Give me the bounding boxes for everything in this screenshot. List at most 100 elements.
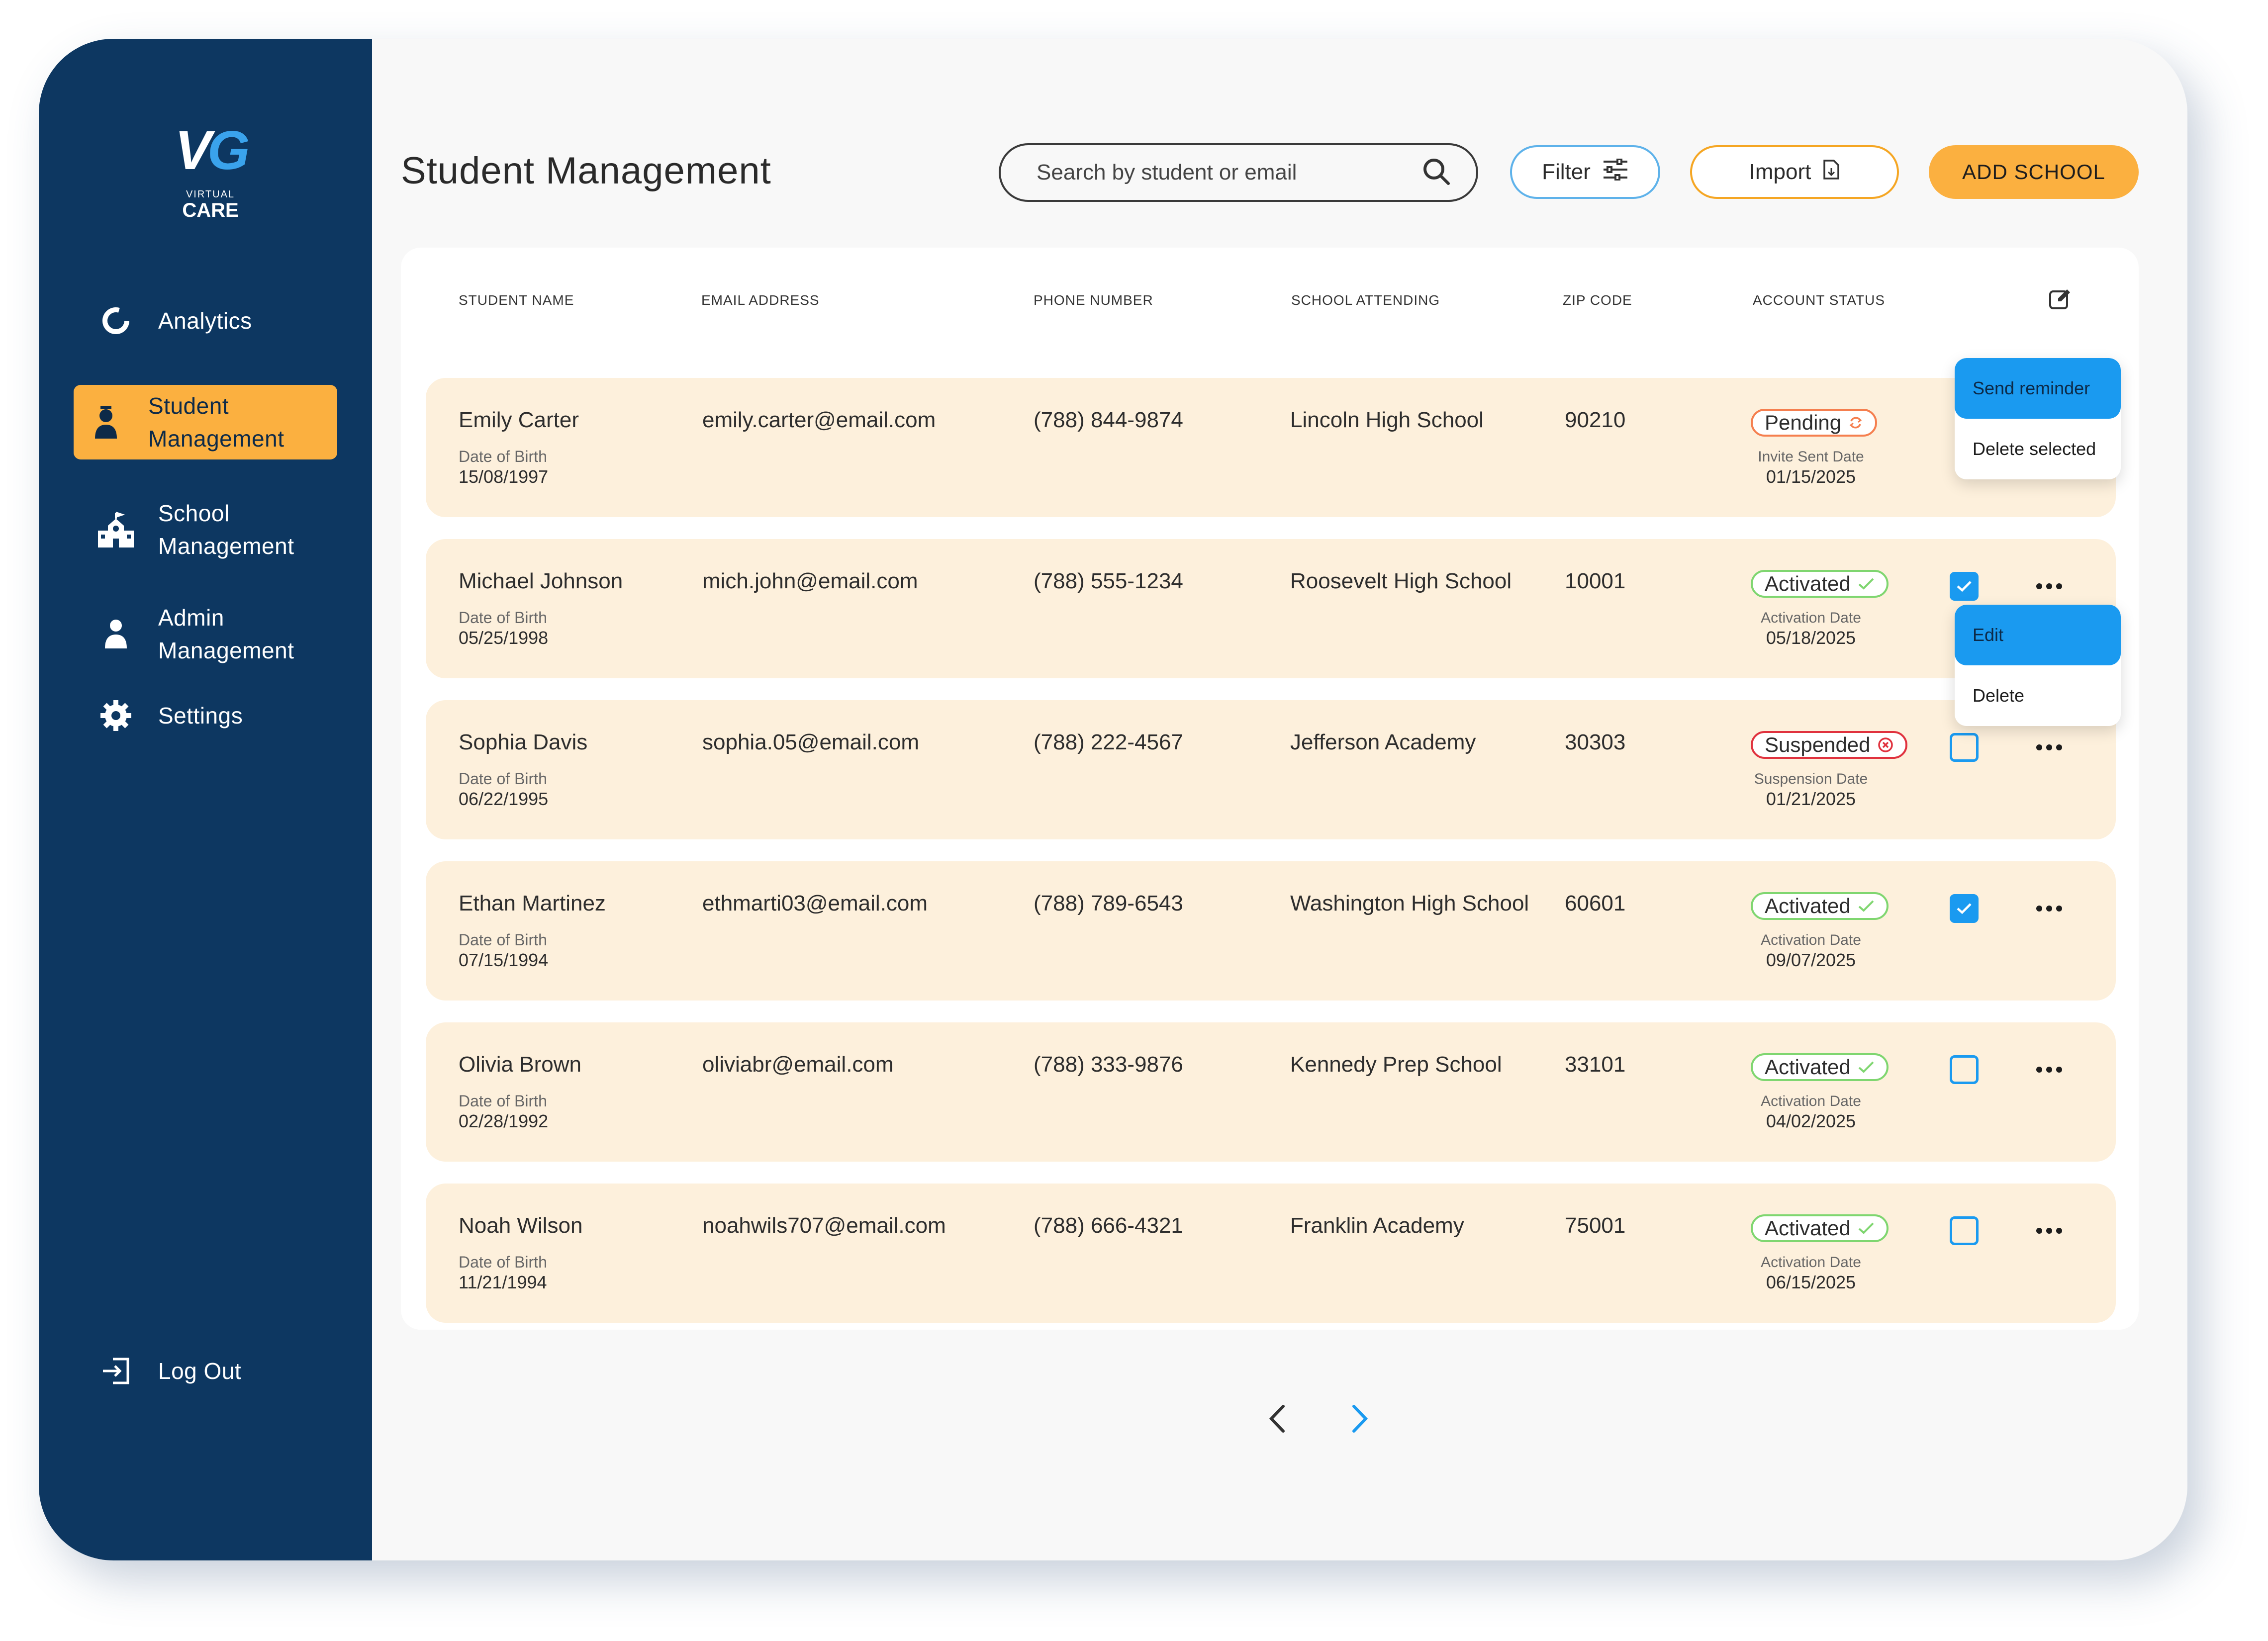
email-value: noahwils707@email.com <box>702 1213 946 1238</box>
status-date: 06/15/2025 <box>1766 1272 1856 1292</box>
email-value: sophia.05@email.com <box>702 730 919 754</box>
school-value: Roosevelt High School <box>1290 569 1512 593</box>
import-button[interactable]: Import <box>1690 145 1899 199</box>
dob-value: 02/28/1992 <box>459 1111 549 1131</box>
status-date: 01/15/2025 <box>1766 466 1856 487</box>
gear-icon <box>94 693 138 738</box>
status-date-label: Activation Date <box>1761 610 1861 626</box>
row-checkbox[interactable] <box>1950 894 1979 923</box>
logo-sub: VIRTUAL <box>186 189 235 200</box>
x-circle-icon <box>1878 737 1893 752</box>
table-row[interactable]: Olivia Brown Date of Birth 02/28/1992 olivi… <box>426 1022 2116 1162</box>
dob-value: 15/08/1997 <box>459 466 549 487</box>
dob-label: Date of Birth <box>459 1092 547 1110</box>
status-date: 05/18/2025 <box>1766 628 1856 648</box>
col-header-phone: PHONE NUMBER <box>1034 292 1153 308</box>
student-icon <box>84 400 128 445</box>
table-row[interactable]: Ethan Martinez Date of Birth 07/15/1994 eth… <box>426 861 2116 1001</box>
zip-value: 10001 <box>1565 569 1626 593</box>
filter-button[interactable]: Filter <box>1510 145 1660 199</box>
more-options-icon[interactable] <box>2034 896 2064 921</box>
school-value: Franklin Academy <box>1290 1213 1464 1238</box>
row-checkbox[interactable] <box>1950 572 1979 601</box>
search-icon[interactable] <box>1421 157 1451 189</box>
sidebar-item-settings[interactable]: Settings <box>74 678 377 753</box>
col-header-zip: ZIP CODE <box>1563 292 1632 308</box>
status-date: 04/02/2025 <box>1766 1111 1856 1131</box>
zip-value: 30303 <box>1565 730 1626 754</box>
row-checkbox[interactable] <box>1950 1216 1979 1245</box>
sidebar-item-school-management[interactable]: School Management <box>74 492 377 567</box>
more-options-icon[interactable] <box>2034 1218 2064 1243</box>
refresh-icon <box>1849 417 1862 429</box>
email-value: ethmarti03@email.com <box>702 891 928 915</box>
phone-value: (788) 333-9876 <box>1034 1052 1183 1077</box>
edit-item[interactable]: Edit <box>1955 605 2121 665</box>
check-icon <box>1858 1061 1874 1073</box>
sidebar-item-label: Admin Management <box>158 605 294 663</box>
dob-label: Date of Birth <box>459 931 547 949</box>
table-row[interactable]: Noah Wilson Date of Birth 11/21/1994 noahwi… <box>426 1184 2116 1323</box>
row-checkbox[interactable] <box>1950 1055 1979 1084</box>
student-name: Emily Carter <box>459 408 579 432</box>
status-badge: Activated <box>1751 1053 1889 1081</box>
search-input[interactable] <box>1036 160 1421 185</box>
logo: VG VIRTUAL CARE <box>168 123 253 221</box>
dob-value: 05/25/1998 <box>459 628 549 648</box>
student-name: Olivia Brown <box>459 1052 581 1077</box>
page-title: Student Management <box>401 150 771 192</box>
prev-page-icon[interactable] <box>1265 1401 1290 1436</box>
email-value: oliviabr@email.com <box>702 1052 894 1077</box>
table-row[interactable]: Emily Carter Date of Birth 15/08/1997 emily… <box>426 378 2116 517</box>
phone-value: (788) 555-1234 <box>1034 569 1183 593</box>
zip-value: 60601 <box>1565 891 1626 915</box>
status-date: 01/21/2025 <box>1766 789 1856 809</box>
col-header-school: SCHOOL ATTENDING <box>1291 292 1440 308</box>
school-value: Washington High School <box>1290 891 1529 915</box>
col-header-status: ACCOUNT STATUS <box>1753 292 1886 308</box>
school-value: Jefferson Academy <box>1290 730 1476 754</box>
search-box[interactable] <box>999 143 1478 202</box>
app-window: VG VIRTUAL CARE Analytics Student Managem… <box>39 39 2187 1560</box>
row-actions-menu: Edit Delete <box>1955 605 2121 726</box>
logout-icon <box>94 1349 138 1393</box>
check-icon <box>1858 900 1874 912</box>
student-name: Noah Wilson <box>459 1213 583 1238</box>
row-checkbox[interactable] <box>1950 733 1979 762</box>
status-date-label: Suspension Date <box>1754 771 1868 787</box>
school-value: Lincoln High School <box>1290 408 1484 432</box>
table-row[interactable]: Sophia Davis Date of Birth 06/22/1995 sophi… <box>426 700 2116 839</box>
next-page-icon[interactable] <box>1347 1401 1372 1436</box>
sidebar-item-label: Student Management <box>148 393 284 452</box>
logout-button[interactable]: Log Out <box>74 1334 377 1408</box>
school-value: Kennedy Prep School <box>1290 1052 1502 1077</box>
dob-value: 06/22/1995 <box>459 789 549 809</box>
check-icon <box>1957 903 1972 914</box>
logo-care: CARE <box>182 199 239 221</box>
student-name: Michael Johnson <box>459 569 623 593</box>
school-icon <box>94 507 138 552</box>
more-options-icon[interactable] <box>2034 574 2064 599</box>
sidebar-item-student-management[interactable]: Student Management <box>74 385 337 459</box>
add-school-button[interactable]: ADD SCHOOL <box>1929 145 2139 199</box>
email-value: emily.carter@email.com <box>702 408 936 432</box>
send-reminder-item[interactable]: Send reminder <box>1955 358 2121 419</box>
delete-item[interactable]: Delete <box>1973 685 2025 706</box>
dob-label: Date of Birth <box>459 448 547 465</box>
status-badge: Activated <box>1751 1214 1889 1242</box>
sidebar-item-analytics[interactable]: Analytics <box>74 283 377 358</box>
more-options-icon[interactable] <box>2034 735 2064 760</box>
table-row[interactable]: Michael Johnson Date of Birth 05/25/1998 mi… <box>426 539 2116 678</box>
sidebar: VG VIRTUAL CARE Analytics Student Managem… <box>39 39 372 1560</box>
edit-columns-icon[interactable] <box>2048 287 2072 311</box>
delete-selected-item[interactable]: Delete selected <box>1973 439 2096 459</box>
col-header-name: STUDENT NAME <box>459 292 574 308</box>
check-icon <box>1858 1222 1874 1234</box>
sidebar-item-admin-management[interactable]: Admin Management <box>74 597 377 671</box>
phone-value: (788) 222-4567 <box>1034 730 1183 754</box>
sidebar-item-label: Analytics <box>158 308 252 334</box>
more-options-icon[interactable] <box>2034 1057 2064 1082</box>
dob-label: Date of Birth <box>459 770 547 788</box>
check-icon <box>1858 578 1874 590</box>
students-table: STUDENT NAME EMAIL ADDRESS PHONE NUMBER … <box>401 248 2139 1330</box>
